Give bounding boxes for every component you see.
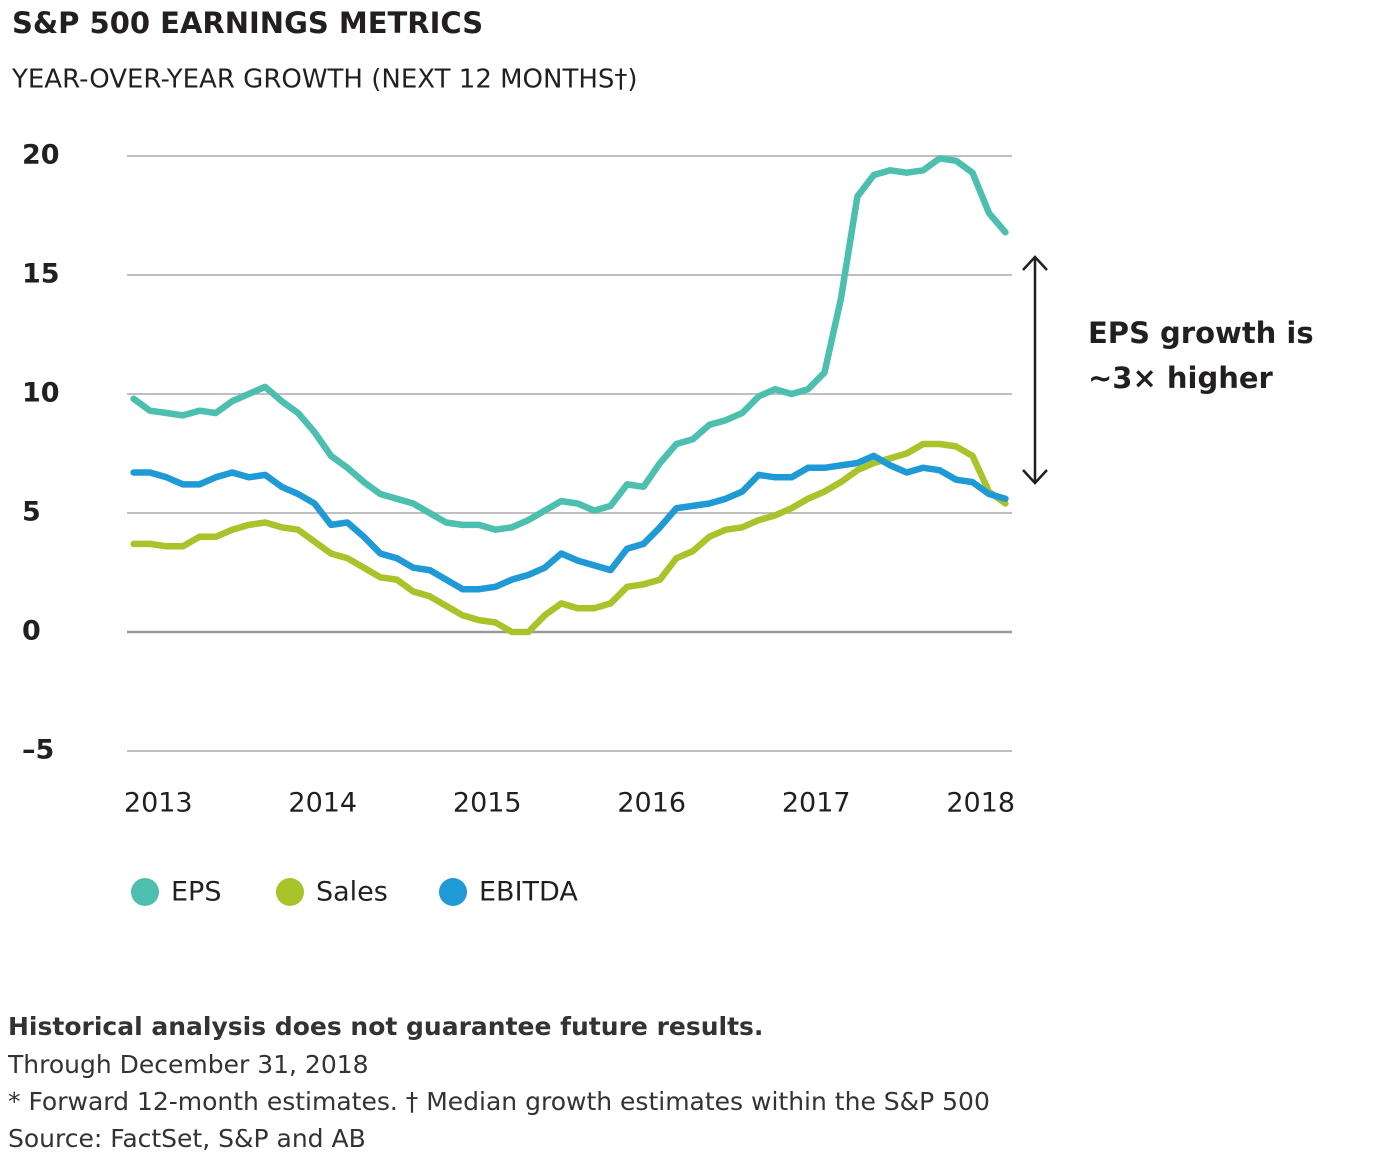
y-tick-label: 5	[22, 497, 41, 528]
x-tick-label: 2018	[946, 788, 1015, 819]
line-series	[130, 452, 1009, 593]
legend-swatch	[439, 878, 467, 906]
chart-title: S&P 500 EARNINGS METRICS	[12, 6, 483, 40]
legend-label: EBITDA	[479, 877, 578, 908]
x-tick-label: 2014	[288, 788, 357, 819]
line-series	[130, 440, 1009, 636]
note: * Forward 12-month estimates. † Median g…	[8, 1087, 990, 1116]
legend-swatch	[276, 878, 304, 906]
y-tick-label: –5	[22, 735, 54, 766]
legend-label: EPS	[171, 877, 221, 908]
chart-subtitle: YEAR-OVER-YEAR GROWTH (NEXT 12 MONTHS†)	[11, 65, 638, 95]
y-tick-label: 20	[22, 140, 60, 171]
annotation-arrow	[1022, 255, 1048, 485]
y-tick-label: 0	[22, 616, 41, 647]
y-tick-label: 10	[22, 378, 60, 409]
annotation: ~3× higher	[1088, 361, 1274, 395]
note: Through December 31, 2018	[7, 1050, 369, 1079]
note: Historical analysis does not guarantee f…	[8, 1012, 763, 1041]
x-tick-label: 2013	[124, 788, 193, 819]
x-tick-label: 2017	[782, 788, 851, 819]
legend-swatch	[131, 878, 159, 906]
note: Source: FactSet, S&P and AB	[8, 1124, 366, 1153]
x-tick-label: 2015	[453, 788, 522, 819]
legend-label: Sales	[316, 877, 388, 908]
x-tick-label: 2016	[617, 788, 686, 819]
y-tick-label: 15	[22, 259, 60, 290]
line-series	[130, 155, 1009, 533]
annotation: EPS growth is	[1088, 316, 1314, 350]
